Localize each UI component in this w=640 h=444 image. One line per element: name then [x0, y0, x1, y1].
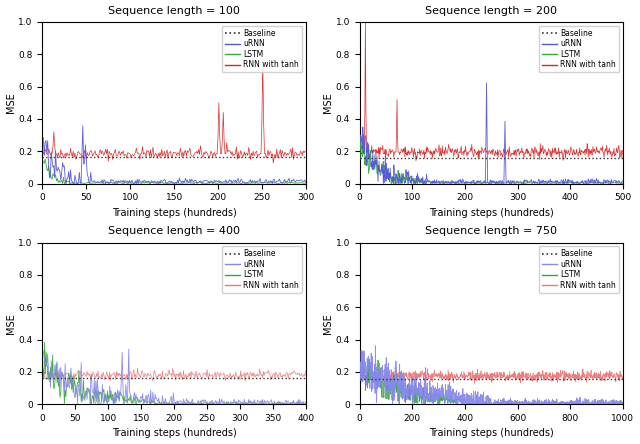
Y-axis label: MSE: MSE — [323, 92, 333, 113]
Y-axis label: MSE: MSE — [323, 313, 333, 334]
Legend: Baseline, uRNN, LSTM, RNN with tanh: Baseline, uRNN, LSTM, RNN with tanh — [539, 26, 619, 72]
Y-axis label: MSE: MSE — [6, 313, 15, 334]
Title: Sequence length = 200: Sequence length = 200 — [425, 6, 557, 16]
Legend: Baseline, uRNN, LSTM, RNN with tanh: Baseline, uRNN, LSTM, RNN with tanh — [221, 26, 302, 72]
Legend: Baseline, uRNN, LSTM, RNN with tanh: Baseline, uRNN, LSTM, RNN with tanh — [539, 246, 619, 293]
Title: Sequence length = 750: Sequence length = 750 — [425, 226, 557, 236]
X-axis label: Training steps (hundreds): Training steps (hundreds) — [429, 208, 554, 218]
Title: Sequence length = 100: Sequence length = 100 — [108, 6, 240, 16]
Legend: Baseline, uRNN, LSTM, RNN with tanh: Baseline, uRNN, LSTM, RNN with tanh — [221, 246, 302, 293]
X-axis label: Training steps (hundreds): Training steps (hundreds) — [112, 428, 236, 438]
Title: Sequence length = 400: Sequence length = 400 — [108, 226, 240, 236]
X-axis label: Training steps (hundreds): Training steps (hundreds) — [429, 428, 554, 438]
Y-axis label: MSE: MSE — [6, 92, 15, 113]
X-axis label: Training steps (hundreds): Training steps (hundreds) — [112, 208, 236, 218]
